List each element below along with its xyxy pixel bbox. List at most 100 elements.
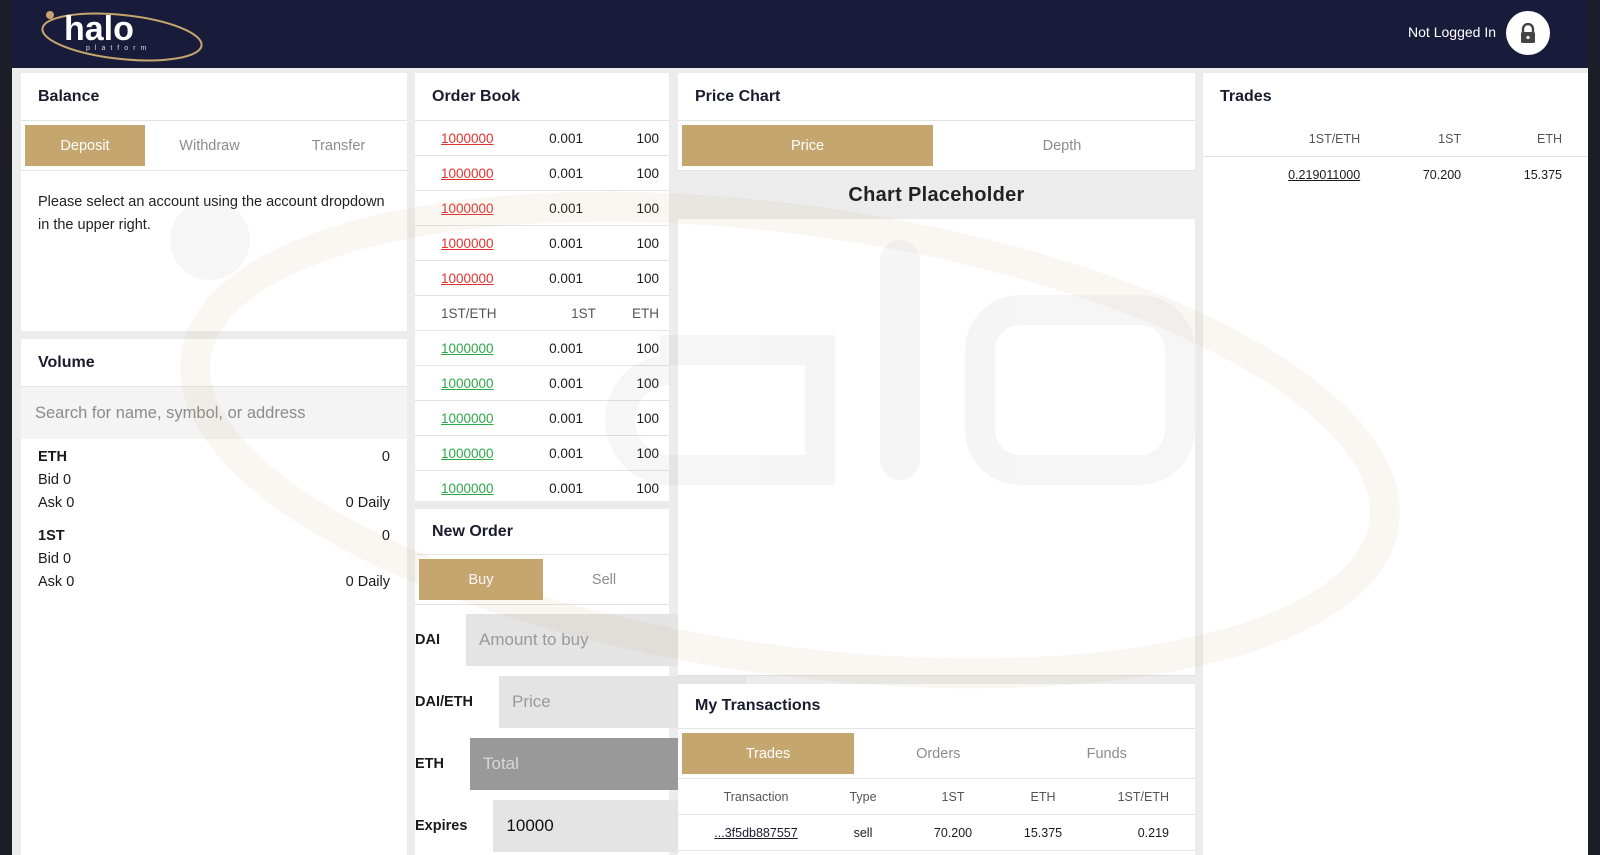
tab-transfer[interactable]: Transfer <box>311 137 366 154</box>
tab-orders[interactable]: Orders <box>916 745 961 762</box>
buy-order-row: 1000000 0.001 100 <box>415 471 669 506</box>
order-price-link[interactable]: 1000000 <box>441 410 494 426</box>
order-amount: 0.001 <box>549 375 583 391</box>
col-header: 1ST/ETH <box>441 305 497 321</box>
col-header: ETH <box>1030 789 1056 804</box>
svg-text:platform: platform <box>86 45 151 52</box>
col-header: 1ST <box>571 305 596 321</box>
sell-order-row: 1000000 0.001 100 <box>415 156 669 191</box>
total-input[interactable] <box>470 738 717 790</box>
order-price-link[interactable]: 1000000 <box>441 340 494 356</box>
order-total: 100 <box>636 270 659 286</box>
form-row-price: DAI/ETH <box>415 671 746 733</box>
sell-order-row: 1000000 0.001 100 <box>415 226 669 261</box>
new-order-title: New Order <box>415 509 669 555</box>
col-header: 1ST <box>941 789 965 804</box>
transaction-link[interactable]: ...3f5db887557 <box>714 825 798 840</box>
sell-order-row: 1000000 0.001 100 <box>415 191 669 226</box>
token-daily: 0 Daily <box>345 494 390 511</box>
balance-title: Balance <box>21 73 407 121</box>
balance-panel: Balance Deposit Withdraw Transfer Please… <box>21 73 407 331</box>
order-amount: 0.001 <box>549 200 583 216</box>
col-header: 1ST <box>1438 131 1462 146</box>
buy-order-row: 1000000 0.001 100 <box>415 401 669 436</box>
account-lock-button[interactable] <box>1506 11 1550 55</box>
table-row: ...3f5db887557 sell 70.200 15.375 0.219 <box>678 815 1195 851</box>
token-ask: Ask 0 <box>38 494 75 511</box>
tab-buy[interactable]: Buy <box>419 559 543 600</box>
order-price-link[interactable]: 1000000 <box>441 445 494 461</box>
price-chart-title: Price Chart <box>678 73 1195 121</box>
buy-order-row: 1000000 0.001 100 <box>415 366 669 401</box>
volume-entry-1st[interactable]: 1ST 0 Bid 0 Ask 0 0 Daily <box>21 514 407 593</box>
order-price-link[interactable]: 1000000 <box>441 235 494 251</box>
login-status: Not Logged In <box>1408 24 1496 40</box>
tx-type: sell <box>853 825 873 840</box>
window-frame-right <box>1588 0 1600 855</box>
form-row-amount: DAI <box>415 609 713 671</box>
tab-price[interactable]: Price <box>682 125 933 166</box>
trade-amount-1st: 70.200 <box>1422 168 1462 182</box>
price-label: DAI/ETH <box>415 694 473 710</box>
order-price-link[interactable]: 1000000 <box>441 165 494 181</box>
volume-title: Volume <box>21 339 407 387</box>
my-transactions-title: My Transactions <box>678 684 1195 729</box>
volume-panel: Volume ETH 0 Bid 0 Ask 0 0 Daily 1ST 0 Bid … <box>21 339 407 855</box>
order-total: 100 <box>636 235 659 251</box>
token-volume: 0 <box>381 448 390 465</box>
tab-trades[interactable]: Trades <box>682 733 854 774</box>
buy-order-row: 1000000 0.001 100 <box>415 436 669 471</box>
tab-funds[interactable]: Funds <box>1086 745 1127 762</box>
buy-orders: 1000000 0.001 100 1000000 0.001 100 1000000 0.0… <box>415 331 669 506</box>
token-symbol: 1ST <box>38 527 65 544</box>
order-price-link[interactable]: 1000000 <box>441 130 494 146</box>
token-volume: 0 <box>381 527 390 544</box>
order-book-title: Order Book <box>415 73 669 121</box>
total-label: ETH <box>415 756 444 772</box>
order-total: 100 <box>636 165 659 181</box>
balance-tabs: Deposit Withdraw Transfer <box>21 121 407 171</box>
order-total: 100 <box>636 445 659 461</box>
tx-amount-eth: 15.375 <box>1023 825 1063 840</box>
my-transactions-panel: My Transactions Trades Orders Funds Tran… <box>678 684 1195 855</box>
order-total: 100 <box>636 375 659 391</box>
tab-sell[interactable]: Sell <box>591 571 617 588</box>
token-symbol: ETH <box>38 448 67 465</box>
price-chart-panel: Price Chart Price Depth Chart Placeholde… <box>678 73 1195 676</box>
tab-depth[interactable]: Depth <box>1042 137 1082 154</box>
amount-input[interactable] <box>465 614 713 666</box>
order-total: 100 <box>636 200 659 216</box>
trade-price-link[interactable]: 0.219011000 <box>1288 168 1361 182</box>
order-total: 100 <box>636 130 659 146</box>
order-amount: 0.001 <box>549 130 583 146</box>
volume-entry-eth[interactable]: ETH 0 Bid 0 Ask 0 0 Daily <box>21 439 407 514</box>
trade-amount-eth: 15.375 <box>1523 168 1562 182</box>
col-header: Transaction <box>723 789 789 804</box>
order-total: 100 <box>636 410 659 426</box>
lock-icon <box>1521 23 1535 43</box>
token-bid: Bid 0 <box>38 471 72 488</box>
token-daily: 0 Daily <box>345 573 390 590</box>
order-total: 100 <box>636 340 659 356</box>
order-price-link[interactable]: 1000000 <box>441 375 494 391</box>
order-price-link[interactable]: 1000000 <box>441 200 494 216</box>
sell-order-row: 1000000 0.001 100 <box>415 121 669 156</box>
col-header: Type <box>849 789 877 804</box>
order-price-link[interactable]: 1000000 <box>441 480 494 496</box>
top-bar: halo platform Not Logged In <box>12 0 1588 68</box>
balance-message: Please select an account using the accou… <box>38 194 385 233</box>
col-header: ETH <box>632 305 659 321</box>
token-search-input[interactable] <box>21 387 407 439</box>
sell-order-row: 1000000 0.001 100 <box>415 261 669 296</box>
order-amount: 0.001 <box>549 340 583 356</box>
order-amount: 0.001 <box>549 235 583 251</box>
col-header: 1ST/ETH <box>1308 131 1361 146</box>
trades-panel: Trades 1ST/ETH 1ST ETH 0.219011000 70.20… <box>1203 73 1588 855</box>
tab-withdraw[interactable]: Withdraw <box>179 137 240 154</box>
transactions-header: Transaction Type 1ST ETH 1ST/ETH <box>678 779 1195 815</box>
order-price-link[interactable]: 1000000 <box>441 270 494 286</box>
window-frame-left <box>0 0 12 855</box>
order-amount: 0.001 <box>549 445 583 461</box>
tab-deposit[interactable]: Deposit <box>25 125 145 166</box>
halo-logo[interactable]: halo platform <box>36 4 206 64</box>
